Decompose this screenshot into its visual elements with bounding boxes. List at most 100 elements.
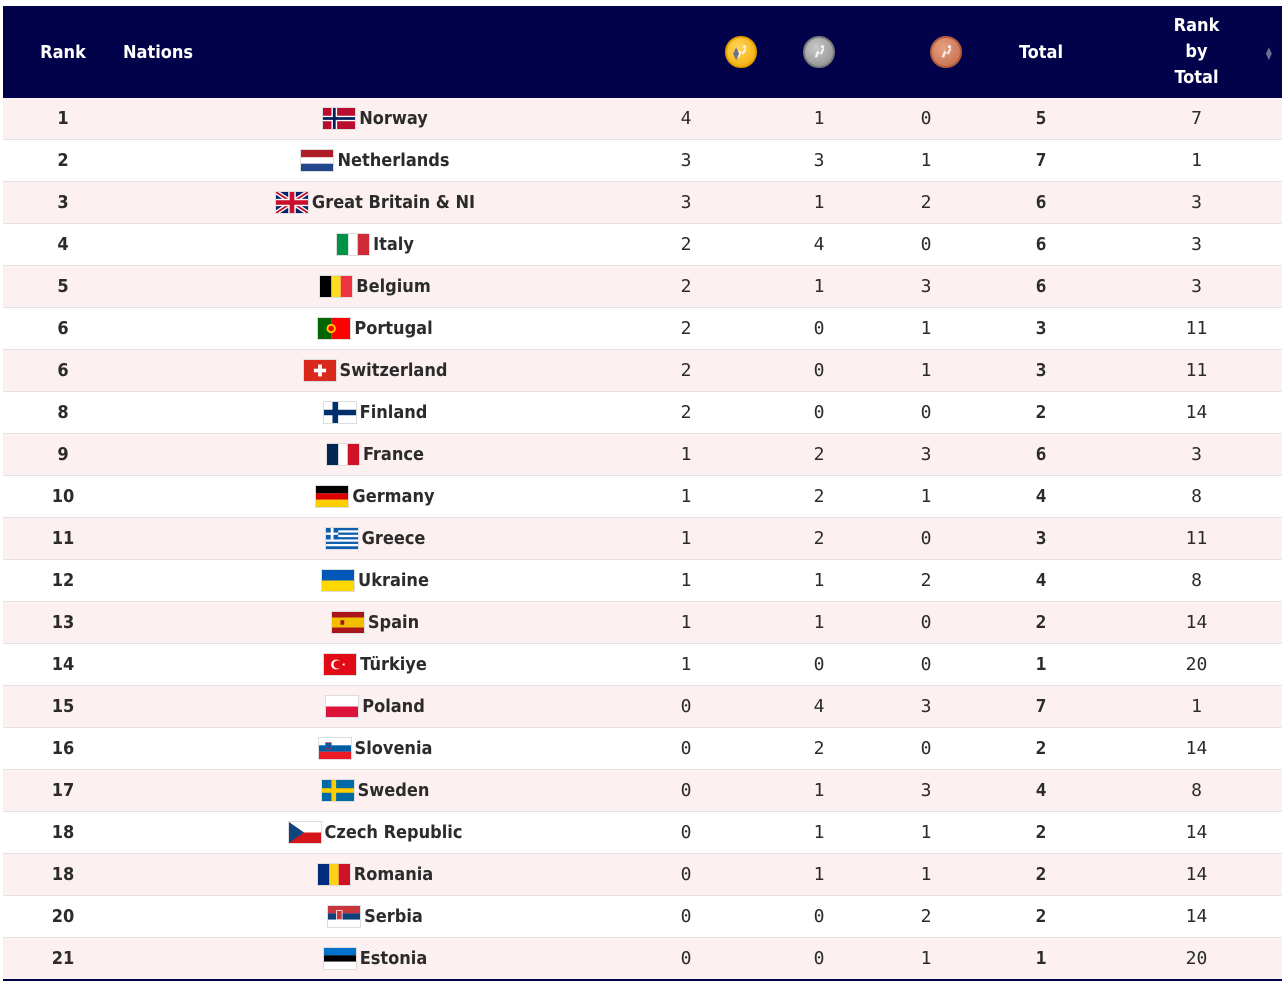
nation-cell[interactable]: Portugal: [123, 307, 615, 350]
gold-count: 0: [615, 769, 757, 812]
gold-count: 1: [615, 433, 757, 476]
nation-cell[interactable]: Czech Republic: [123, 811, 615, 854]
rank-by-total-sort-icon[interactable]: ▲ ▼: [1265, 46, 1272, 62]
gold-count: 2: [615, 307, 757, 350]
table-row: 6 Switzerland 2 0 1 3 11: [3, 349, 1282, 392]
nation-name[interactable]: Ukraine: [358, 570, 429, 591]
rank-by-total-cell: 3: [1111, 433, 1282, 476]
bronze-count: 3: [881, 433, 971, 476]
nation-cell[interactable]: Netherlands: [123, 139, 615, 182]
nation-cell[interactable]: Norway: [123, 98, 615, 140]
nation-cell[interactable]: Poland: [123, 685, 615, 728]
nation-name[interactable]: Slovenia: [354, 738, 433, 759]
rank-by-total-header[interactable]: Rank by Total ▲ ▼: [1111, 6, 1282, 98]
nation-cell[interactable]: Germany: [123, 475, 615, 518]
nation-name[interactable]: Italy: [373, 234, 414, 255]
nation-name[interactable]: France: [363, 444, 424, 465]
nation-name[interactable]: Finland: [359, 402, 428, 423]
gold-count: 0: [615, 853, 757, 896]
silver-count: 1: [757, 98, 881, 140]
rank-cell: 20: [3, 895, 123, 938]
rank-cell: 1: [3, 98, 123, 140]
nation-name[interactable]: Czech Republic: [324, 822, 463, 843]
estonia-flag-icon: [322, 947, 357, 970]
gold-count: 3: [615, 139, 757, 182]
table-row: 4 Italy 2 4 0 6 3: [3, 223, 1282, 266]
rank-cell: 8: [3, 391, 123, 434]
total-count: 2: [971, 601, 1111, 644]
nation-cell[interactable]: Spain: [123, 601, 615, 644]
nation-cell[interactable]: Türkiye: [123, 643, 615, 686]
gold-count: 1: [615, 559, 757, 602]
bronze-count: 0: [881, 223, 971, 266]
nation-cell[interactable]: Serbia: [123, 895, 615, 938]
rank-by-total-cell: 3: [1111, 265, 1282, 308]
nation-name[interactable]: Estonia: [359, 948, 428, 969]
silver-count: 0: [757, 895, 881, 938]
rank-by-total-cell: 7: [1111, 98, 1282, 140]
nation-name[interactable]: Belgium: [356, 276, 431, 297]
nation-cell[interactable]: Great Britain & NI: [123, 181, 615, 224]
table-row: 15 Poland 0 4 3 7 1: [3, 685, 1282, 728]
bronze-count: 3: [881, 769, 971, 812]
table-row: 16 Slovenia 0 2 0 2 14: [3, 727, 1282, 770]
table-row: 14 Türkiye 1 0 0 1 20: [3, 643, 1282, 686]
bronze-count: 1: [881, 139, 971, 182]
nation-name[interactable]: Greece: [361, 528, 426, 549]
greece-flag-icon: [324, 527, 359, 550]
nation-cell[interactable]: Greece: [123, 517, 615, 560]
table-row: 12 Ukraine 1 1 2 4 8: [3, 559, 1282, 602]
rank-by-total-cell: 1: [1111, 685, 1282, 728]
gold-count: 2: [615, 391, 757, 434]
rank-cell: 6: [3, 349, 123, 392]
nation-name[interactable]: Great Britain & NI: [311, 192, 476, 213]
ukraine-flag-icon: [321, 569, 356, 592]
total-count: 2: [971, 811, 1111, 854]
silver-count: 1: [757, 853, 881, 896]
nation-name[interactable]: Serbia: [364, 906, 423, 927]
bronze-count: 0: [881, 643, 971, 686]
total-count: 6: [971, 181, 1111, 224]
gold-header[interactable]: ▲ ▼: [615, 6, 757, 98]
nation-name[interactable]: Sweden: [357, 780, 430, 801]
bronze-count: 2: [881, 559, 971, 602]
rank-by-total-cell: 14: [1111, 727, 1282, 770]
table-row: 11 Greece 1 2 0 3 11: [3, 517, 1282, 560]
rank-cell: 4: [3, 223, 123, 266]
total-count: 3: [971, 517, 1111, 560]
nation-cell[interactable]: Italy: [123, 223, 615, 266]
rank-cell: 3: [3, 181, 123, 224]
rank-cell: 5: [3, 265, 123, 308]
silver-count: 1: [757, 811, 881, 854]
nation-cell[interactable]: Slovenia: [123, 727, 615, 770]
bronze-count: 1: [881, 811, 971, 854]
nation-cell[interactable]: Romania: [123, 853, 615, 896]
nation-name[interactable]: Romania: [353, 864, 434, 885]
rank-by-total-cell: 14: [1111, 811, 1282, 854]
nation-name[interactable]: Spain: [367, 612, 420, 633]
silver-medal-icon: [803, 36, 835, 68]
gold-count: 0: [615, 685, 757, 728]
nation-name[interactable]: Poland: [362, 696, 425, 717]
nation-name[interactable]: Norway: [359, 108, 428, 129]
nation-cell[interactable]: Estonia: [123, 937, 615, 981]
table-row: 1 Norway 4 1 0 5 7: [3, 98, 1282, 140]
nation-name[interactable]: Portugal: [354, 318, 433, 339]
nation-cell[interactable]: Switzerland: [123, 349, 615, 392]
rank-cell: 10: [3, 475, 123, 518]
nation-cell[interactable]: France: [123, 433, 615, 476]
nation-name[interactable]: Switzerland: [339, 360, 448, 381]
gold-sort-icon[interactable]: ▲ ▼: [733, 46, 740, 62]
gold-count: 1: [615, 601, 757, 644]
total-count: 7: [971, 685, 1111, 728]
nation-name[interactable]: Germany: [352, 486, 435, 507]
silver-count: 4: [757, 685, 881, 728]
nation-name[interactable]: Türkiye: [360, 654, 427, 675]
nation-cell[interactable]: Sweden: [123, 769, 615, 812]
nation-name[interactable]: Netherlands: [337, 150, 450, 171]
gold-count: 0: [615, 727, 757, 770]
rank-cell: 21: [3, 937, 123, 981]
nation-cell[interactable]: Finland: [123, 391, 615, 434]
nation-cell[interactable]: Ukraine: [123, 559, 615, 602]
nation-cell[interactable]: Belgium: [123, 265, 615, 308]
